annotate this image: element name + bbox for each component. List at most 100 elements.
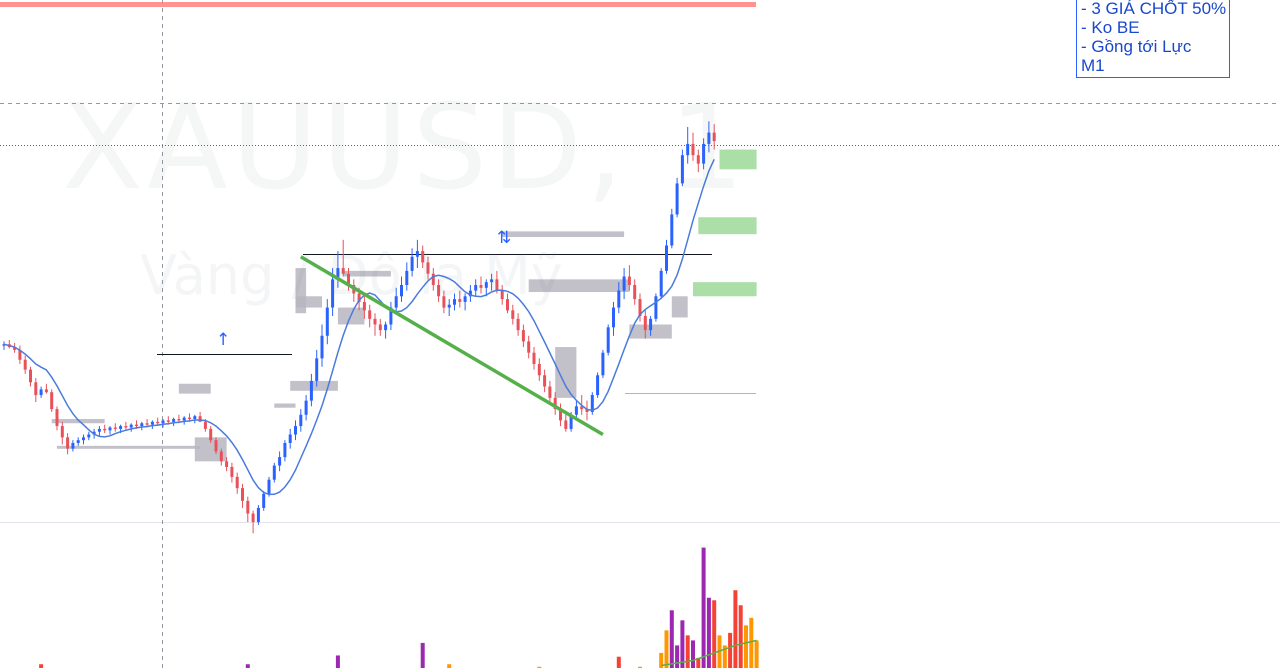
candle-body	[659, 270, 663, 297]
candle-body	[627, 276, 631, 285]
candle-body	[447, 304, 451, 308]
candle-body	[622, 276, 626, 291]
candle-body	[288, 434, 292, 443]
volume-bar	[749, 617, 754, 668]
candle-body	[347, 273, 350, 285]
order-block-zone	[502, 231, 625, 238]
candle-body	[670, 214, 674, 246]
order-block-zone	[274, 403, 296, 408]
volume-ma-line	[661, 639, 757, 667]
volume-bar	[39, 664, 44, 668]
candle-body	[336, 268, 340, 280]
candle-body	[92, 431, 96, 435]
candle-body	[272, 465, 276, 480]
candle-body	[415, 251, 419, 257]
candle-body	[649, 318, 653, 331]
candle-body	[341, 268, 345, 274]
candle-body	[198, 416, 202, 422]
candle-body	[18, 349, 22, 360]
candle-body	[177, 419, 181, 421]
candle-body	[203, 421, 207, 429]
candle-body	[490, 279, 494, 283]
candle-body	[527, 341, 531, 353]
volume-group	[39, 547, 759, 668]
candle-body	[219, 451, 223, 462]
candle-body	[129, 424, 133, 428]
candle-body	[612, 307, 615, 328]
symbol-watermark: XAUUSD, 1	[62, 78, 749, 216]
candle-body	[633, 284, 637, 300]
candle-body	[495, 279, 499, 291]
candle-body	[712, 132, 716, 142]
candle-body	[516, 318, 520, 331]
candle-body	[135, 424, 138, 427]
candle-body	[506, 299, 509, 311]
candle-body	[384, 324, 388, 331]
demand-zone	[698, 217, 757, 235]
candle-body	[553, 397, 557, 410]
candle-body	[601, 352, 605, 376]
candle-body	[23, 359, 27, 370]
candle-body	[299, 414, 303, 427]
volume-bar	[691, 640, 695, 668]
volume-bar	[659, 652, 664, 668]
candle-body	[680, 155, 684, 184]
order-block-zone	[57, 445, 201, 449]
candle-body	[294, 426, 297, 435]
candle-body	[686, 143, 690, 156]
resistance-line	[0, 2, 756, 7]
order-block-zone	[555, 347, 577, 398]
candle-body	[442, 296, 446, 308]
candle-body	[691, 143, 695, 156]
note-line: - 3 GIÁ CHỐT 50%	[1081, 0, 1227, 18]
candle-body	[532, 352, 536, 364]
volume-bar	[744, 625, 748, 668]
volume-bar	[733, 590, 738, 668]
candle-body	[394, 296, 398, 308]
candle-body	[580, 406, 584, 410]
candle-body	[696, 155, 700, 164]
candle-body	[267, 479, 271, 494]
candle-body	[357, 293, 361, 302]
candle-body	[320, 335, 324, 359]
candle-body	[521, 330, 525, 342]
note-line: - Ko BE	[1081, 18, 1140, 37]
candle-body	[103, 428, 107, 431]
volume-bar	[616, 656, 621, 668]
candle-body	[543, 375, 547, 387]
candle-body	[97, 428, 101, 432]
candle-body	[574, 406, 578, 415]
candle-body	[113, 427, 117, 429]
volume-bar	[728, 632, 733, 668]
candle-body	[256, 507, 260, 522]
note-line: - Gồng tới Lực	[1081, 37, 1192, 56]
candle-body	[468, 290, 472, 297]
demand-zone	[719, 149, 757, 170]
volume-bar	[696, 657, 701, 668]
candle-body	[665, 245, 668, 271]
volume-bar	[675, 645, 680, 668]
order-block-zone	[528, 279, 630, 293]
candle-body	[368, 310, 372, 319]
trendline	[299, 255, 604, 437]
order-block-zone	[295, 268, 307, 314]
candle-body	[643, 316, 647, 331]
candle-body	[675, 183, 679, 215]
candle-body	[39, 389, 43, 396]
candle-body	[156, 421, 160, 424]
candle-body	[315, 358, 319, 381]
candle-body	[209, 428, 213, 441]
candle-body	[378, 324, 382, 331]
candle-body	[214, 440, 218, 452]
candle-body	[431, 273, 435, 285]
candle-body	[537, 363, 541, 376]
note-box[interactable]: - 3 GIÁ CHỐT 50% - Ko BE - Gồng tới Lực …	[1076, 0, 1230, 78]
moving-average-line	[3, 158, 715, 496]
volume-bar	[335, 655, 340, 668]
candle-body	[119, 426, 123, 429]
order-block-zone	[295, 296, 322, 308]
candle-body	[548, 386, 552, 398]
candle-body	[29, 369, 32, 383]
volume-bar	[685, 635, 690, 668]
